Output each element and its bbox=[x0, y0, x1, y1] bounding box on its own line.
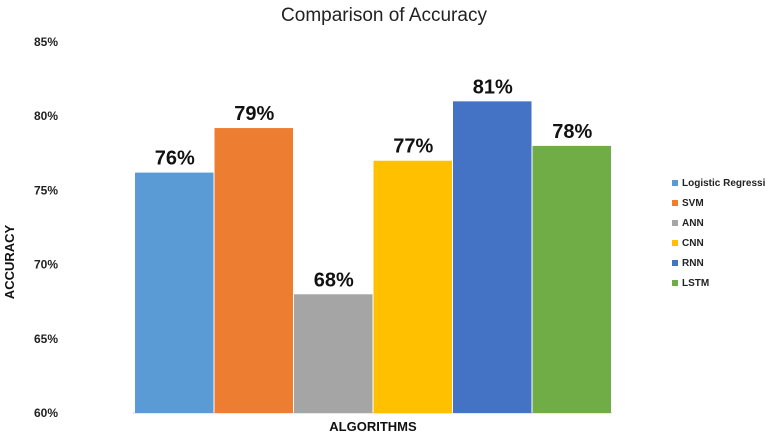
bar-rnn bbox=[453, 101, 532, 414]
legend-swatch bbox=[672, 260, 678, 266]
y-tick-label: 80% bbox=[34, 109, 58, 123]
legend-label: Logistic Regression bbox=[682, 178, 765, 189]
x-axis-label: ALGORITHMS bbox=[329, 419, 417, 434]
data-label-logistic-regression: 76% bbox=[155, 148, 195, 170]
data-labels-group: 76% 79% 68% 77% 81% 78% bbox=[155, 76, 593, 291]
chart-title: Comparison of Accuracy bbox=[281, 5, 487, 26]
bar-svm bbox=[214, 128, 293, 413]
legend-label: CNN bbox=[682, 238, 704, 249]
y-tick-label: 75% bbox=[34, 183, 58, 197]
bar-lstm bbox=[532, 145, 611, 413]
y-tick-label: 85% bbox=[34, 35, 58, 49]
legend-label: ANN bbox=[682, 218, 704, 229]
legend-label: LSTM bbox=[682, 278, 709, 289]
legend: Logistic Regression SVM ANN CNN RNN LSTM bbox=[672, 178, 765, 289]
y-axis-ticks: 85% 80% 75% 70% 65% 60% bbox=[34, 35, 58, 420]
data-label-rnn: 81% bbox=[473, 76, 513, 98]
legend-label: RNN bbox=[682, 258, 704, 269]
legend-swatch bbox=[672, 200, 678, 206]
data-label-lstm: 78% bbox=[552, 121, 592, 143]
y-axis-label: ACCURACY bbox=[2, 224, 17, 299]
legend-swatch bbox=[672, 280, 678, 286]
bar-ann bbox=[294, 294, 373, 413]
y-tick-label: 70% bbox=[34, 258, 58, 272]
bar-cnn bbox=[373, 160, 452, 413]
data-label-svm: 79% bbox=[234, 103, 274, 125]
y-tick-label: 60% bbox=[34, 406, 58, 420]
data-label-cnn: 77% bbox=[393, 136, 433, 158]
data-label-ann: 68% bbox=[314, 269, 354, 291]
legend-swatch bbox=[672, 180, 678, 186]
y-tick-label: 65% bbox=[34, 332, 58, 346]
legend-swatch bbox=[672, 240, 678, 246]
bars-group bbox=[135, 101, 611, 414]
legend-swatch bbox=[672, 220, 678, 226]
bar-logistic-regression bbox=[135, 172, 214, 413]
legend-label: SVM bbox=[682, 198, 704, 209]
